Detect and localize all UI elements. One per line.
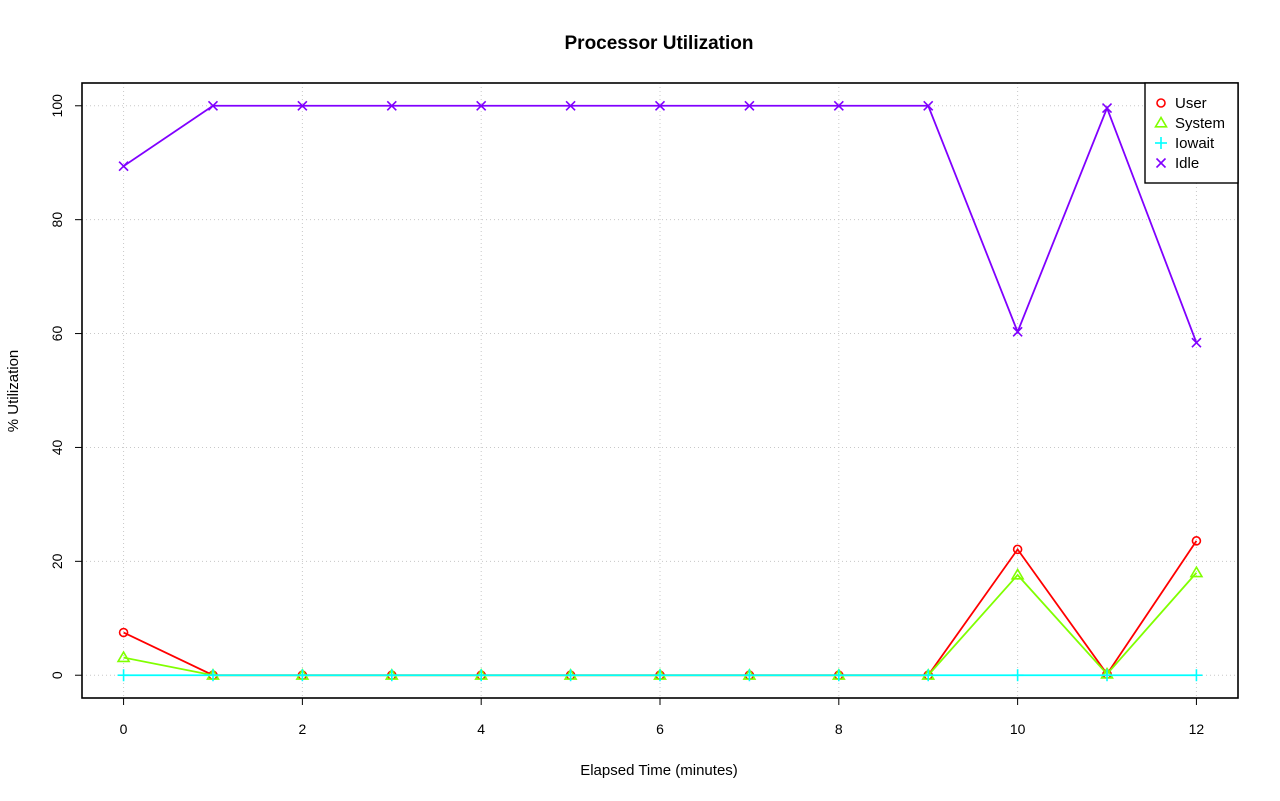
point-iowait-6 bbox=[654, 669, 666, 682]
point-iowait-12 bbox=[1190, 669, 1203, 682]
series-idle bbox=[118, 100, 1202, 348]
point-idle-11 bbox=[1101, 102, 1113, 114]
point-iowait-1 bbox=[206, 669, 219, 682]
point-idle-8 bbox=[833, 100, 844, 111]
point-idle-9 bbox=[923, 100, 934, 111]
legend-item-iowait: Iowait bbox=[1155, 135, 1215, 152]
x-tick-label: 10 bbox=[1010, 721, 1026, 737]
x-tick-label: 12 bbox=[1189, 721, 1205, 737]
x-tick-label: 8 bbox=[835, 721, 843, 737]
legend-label-user: User bbox=[1175, 95, 1207, 112]
point-iowait-3 bbox=[385, 669, 398, 682]
legend-label-iowait: Iowait bbox=[1175, 135, 1215, 152]
series-group bbox=[116, 100, 1204, 682]
point-idle-2 bbox=[297, 100, 308, 111]
point-system-0 bbox=[116, 650, 131, 663]
point-idle-0 bbox=[118, 161, 129, 172]
legend-label-system: System bbox=[1175, 115, 1225, 132]
legend-item-idle: Idle bbox=[1155, 155, 1199, 172]
point-idle-7 bbox=[744, 100, 755, 111]
x-tick-label: 2 bbox=[298, 721, 306, 737]
point-idle-3 bbox=[386, 100, 397, 111]
legend-item-user: User bbox=[1156, 95, 1207, 112]
point-idle-4 bbox=[476, 100, 487, 111]
point-iowait-9 bbox=[922, 669, 935, 682]
point-iowait-7 bbox=[743, 669, 756, 682]
x-tick-label: 6 bbox=[656, 721, 664, 737]
legend-marker-idle bbox=[1155, 157, 1167, 169]
point-iowait-0 bbox=[117, 669, 130, 682]
legend-marker-system bbox=[1154, 115, 1168, 128]
x-axis-label: Elapsed Time (minutes) bbox=[580, 762, 738, 779]
legend-marker-user bbox=[1156, 98, 1166, 108]
point-iowait-4 bbox=[475, 669, 488, 682]
y-tick-label: 100 bbox=[49, 94, 65, 118]
point-idle-6 bbox=[654, 100, 666, 111]
legend-marker-iowait bbox=[1155, 137, 1167, 149]
point-user-12 bbox=[1191, 536, 1202, 546]
chart-title: Processor Utilization bbox=[565, 33, 754, 54]
y-tick-label: 60 bbox=[49, 326, 65, 342]
grid bbox=[82, 83, 1238, 698]
point-user-10 bbox=[1012, 544, 1023, 555]
series-iowait bbox=[117, 669, 1203, 682]
point-iowait-11 bbox=[1101, 669, 1114, 682]
point-iowait-10 bbox=[1011, 669, 1024, 682]
point-idle-10 bbox=[1012, 326, 1023, 337]
point-iowait-5 bbox=[564, 669, 577, 682]
point-idle-12 bbox=[1191, 337, 1202, 348]
point-iowait-2 bbox=[296, 669, 309, 682]
x-tick-label: 4 bbox=[477, 721, 485, 737]
legend-item-system: System bbox=[1154, 115, 1225, 132]
legend-label-idle: Idle bbox=[1175, 155, 1199, 172]
axes: 0 2 4 6 8 10 12 0 20 40 60 80 100 bbox=[49, 82, 1239, 737]
series-user bbox=[118, 536, 1202, 681]
point-user-0 bbox=[118, 627, 129, 638]
point-system-12 bbox=[1189, 565, 1204, 578]
point-idle-1 bbox=[207, 100, 219, 111]
x-tick-label: 0 bbox=[120, 721, 128, 737]
point-system-10 bbox=[1010, 567, 1025, 580]
y-tick-label: 0 bbox=[49, 671, 65, 679]
legend: User System Iowait Idle bbox=[1144, 82, 1239, 184]
y-tick-label: 20 bbox=[49, 553, 65, 569]
point-idle-5 bbox=[565, 100, 576, 111]
y-tick-label: 80 bbox=[49, 212, 65, 228]
y-tick-label: 40 bbox=[49, 439, 65, 455]
point-iowait-8 bbox=[832, 669, 845, 682]
y-axis-label: % Utilization bbox=[5, 350, 22, 433]
